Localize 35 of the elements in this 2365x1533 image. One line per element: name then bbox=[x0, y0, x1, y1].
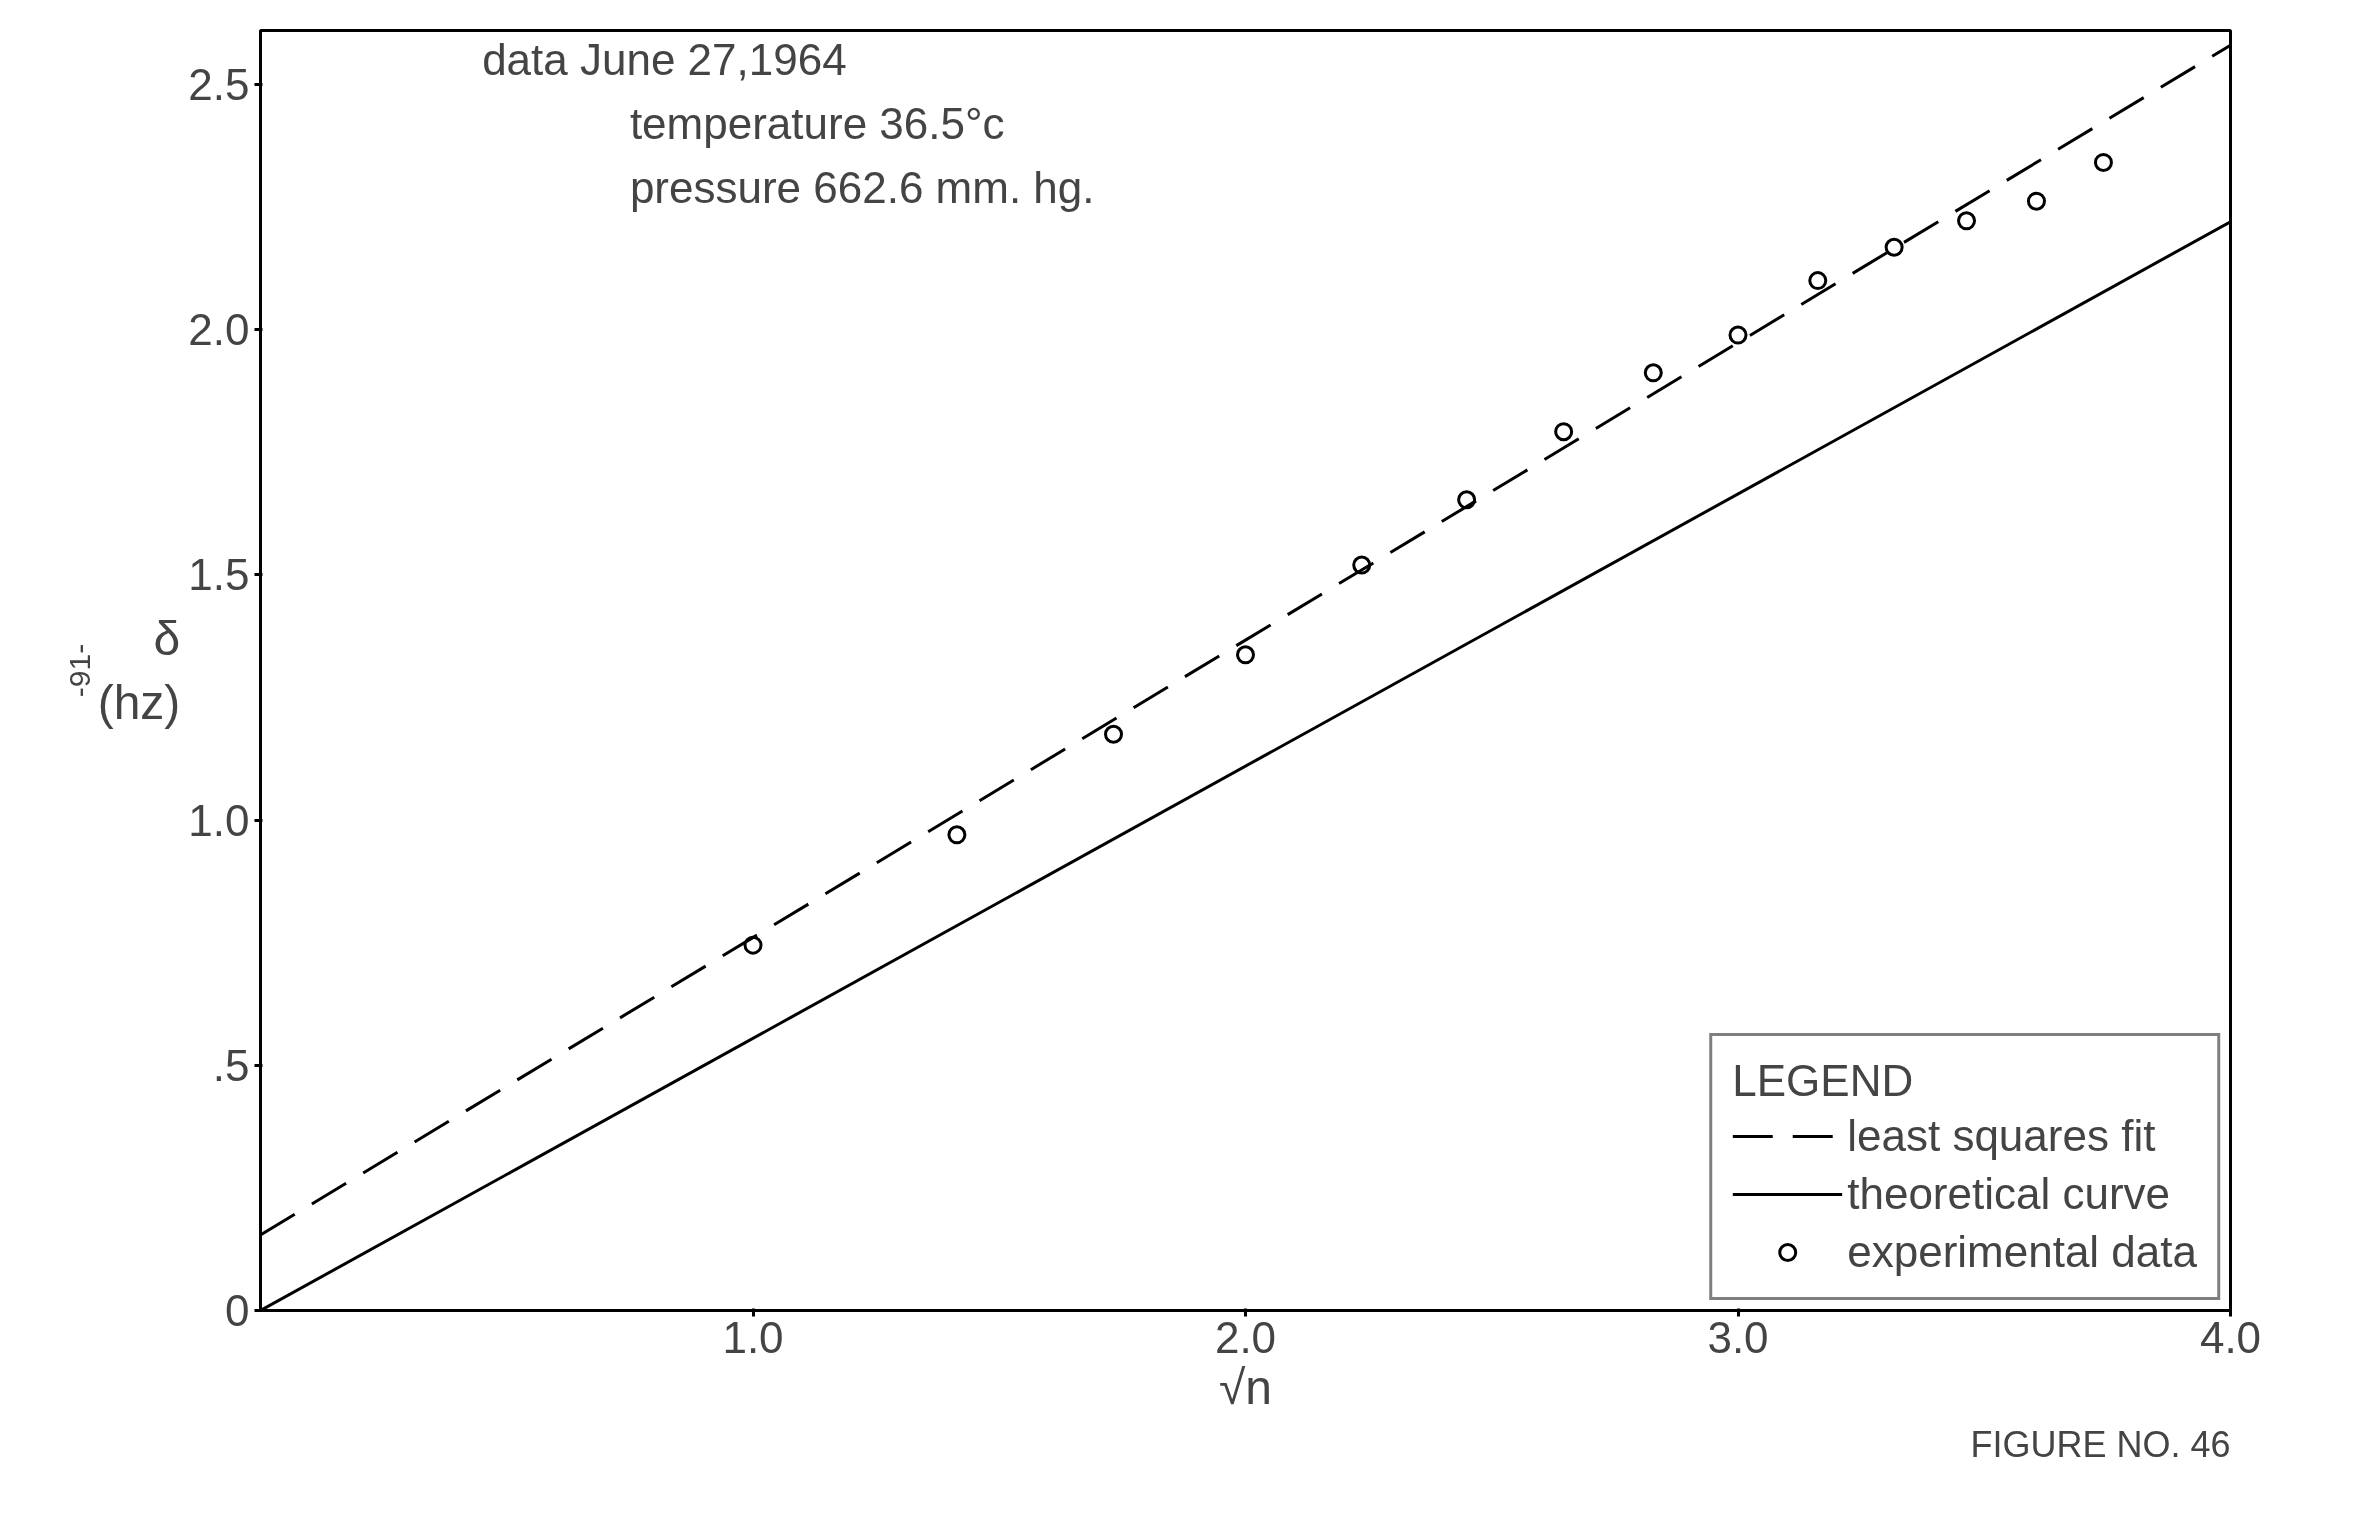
x-axis-title: √n bbox=[1218, 1360, 1273, 1414]
point bbox=[1104, 724, 1124, 744]
point bbox=[947, 825, 967, 845]
x-tick-label: 1.0 bbox=[722, 1312, 784, 1362]
legend-label: least squares fit bbox=[1847, 1111, 2156, 1161]
annotation: pressure 662.6 mm. hg. bbox=[629, 162, 1095, 212]
point bbox=[1352, 555, 1372, 575]
point bbox=[743, 935, 763, 955]
y-tick-label: .5 bbox=[212, 1040, 250, 1090]
annotation: data June 27,1964 bbox=[482, 35, 847, 85]
point bbox=[1457, 490, 1477, 510]
y-tick-label: 2.0 bbox=[188, 305, 250, 355]
x-tick-label: 4.0 bbox=[2199, 1312, 2262, 1362]
point bbox=[1957, 211, 1977, 231]
y-tick-label: 0 bbox=[225, 1286, 250, 1335]
point bbox=[2026, 191, 2046, 211]
annotation: temperature 36.5°c bbox=[629, 99, 1005, 149]
y-tick-label: 2.5 bbox=[188, 59, 250, 109]
point bbox=[1236, 645, 1255, 665]
legend-label: experimental data bbox=[1847, 1227, 2197, 1277]
text: -91- bbox=[62, 643, 96, 698]
legend-label: theoretical curve bbox=[1847, 1169, 2171, 1219]
point bbox=[1808, 271, 1828, 291]
text: FIGURE NO. 46 bbox=[1970, 1423, 2231, 1465]
x-tick-label: 3.0 bbox=[1707, 1312, 1769, 1362]
x-tick-label: 2.0 bbox=[1214, 1312, 1277, 1362]
point bbox=[1643, 363, 1663, 383]
point bbox=[2093, 152, 2113, 172]
point bbox=[1554, 422, 1574, 442]
legend-title: LEGEND bbox=[1732, 1056, 1915, 1106]
y-axis-title: δ (hz) bbox=[97, 612, 181, 729]
point bbox=[1884, 237, 1904, 257]
point bbox=[1728, 325, 1748, 345]
y-tick-label: 1.5 bbox=[188, 550, 250, 600]
y-tick-label: 1.0 bbox=[188, 795, 250, 845]
